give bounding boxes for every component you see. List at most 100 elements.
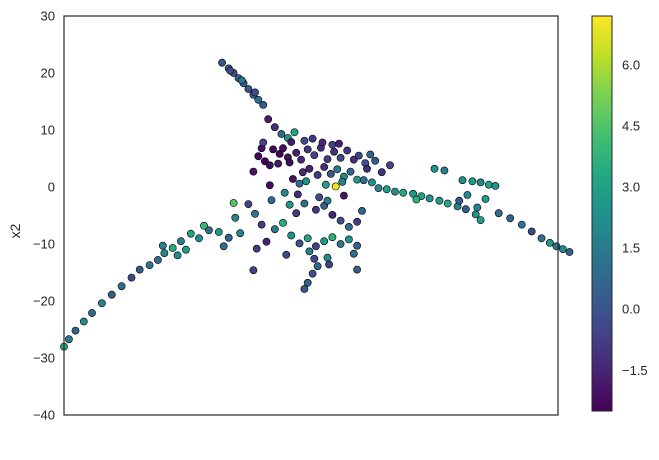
y-tick-label: −20: [33, 294, 55, 309]
scatter-point: [339, 191, 348, 200]
scatter-point: [280, 188, 289, 197]
scatter-point: [292, 148, 301, 157]
scatter-point: [476, 178, 485, 187]
scatter-point: [455, 196, 464, 205]
y-axis-ticks: 30 20 10 0 −10 −20 −30 −40: [33, 9, 55, 423]
scatter-point: [98, 299, 106, 308]
scatter-point: [305, 164, 314, 173]
scatter-point: [325, 260, 333, 269]
scatter-point: [229, 199, 238, 207]
scatter-point: [303, 234, 312, 243]
scatter-point: [107, 290, 116, 299]
scatter-point: [262, 237, 271, 246]
scatter-point: [391, 187, 399, 196]
scatter-point: [251, 209, 259, 218]
scatter-point: [545, 238, 554, 247]
scatter-point: [458, 176, 467, 185]
scatter-point: [153, 256, 162, 264]
scatter-point: [254, 95, 263, 104]
scatter-point: [326, 169, 335, 178]
scatter-point: [297, 155, 305, 164]
scatter-point: [275, 149, 284, 158]
scatter-point: [277, 130, 286, 138]
scatter-point: [476, 216, 485, 224]
scatter-point: [300, 199, 309, 208]
scatter-point: [353, 175, 361, 184]
scatter-point: [251, 88, 259, 97]
scatter-point: [145, 261, 154, 269]
scatter-point: [310, 254, 319, 263]
scatter-point: [344, 235, 353, 244]
scatter-point: [287, 138, 296, 146]
scatter-point: [231, 213, 240, 222]
scatter-point: [559, 245, 567, 253]
y-tick-label: 20: [41, 66, 55, 81]
scatter-point: [244, 200, 253, 208]
scatter-point: [237, 76, 246, 85]
scatter-point: [279, 144, 287, 153]
scatter-point: [117, 282, 126, 291]
scatter-point: [430, 164, 439, 173]
scatter-point: [267, 196, 276, 204]
scatter-point: [506, 214, 515, 223]
scatter-point: [252, 244, 261, 253]
scatter-point: [471, 210, 480, 219]
scatter-point: [494, 209, 503, 218]
scatter-point: [236, 229, 245, 238]
scatter-point: [204, 226, 213, 235]
scatter-point: [399, 188, 408, 197]
colorbar-tick-label: 3.0: [622, 180, 640, 195]
scatter-point: [353, 241, 361, 250]
scatter-point: [270, 123, 279, 132]
scatter-point: [386, 161, 394, 170]
scatter-point: [336, 240, 345, 248]
scatter-point: [320, 163, 329, 171]
scatter-point: [374, 184, 383, 192]
scatter-point: [158, 241, 167, 250]
scatter-point: [288, 175, 297, 183]
scatter-point: [290, 128, 299, 137]
scatter-point: [303, 145, 312, 154]
scatter-point: [274, 159, 282, 168]
scatter-point: [328, 210, 337, 219]
colorbar-tick-label: 6.0: [622, 57, 640, 72]
scatter-point: [330, 147, 338, 156]
scatter-point: [311, 242, 320, 251]
scatter-point: [315, 193, 324, 202]
scatter-point: [285, 158, 294, 167]
scatter-point: [176, 237, 185, 246]
scatter-point: [287, 231, 296, 240]
scatter-point: [359, 176, 368, 185]
scatter-point: [71, 326, 80, 335]
scatter-point: [443, 199, 452, 208]
scatter-point: [409, 189, 417, 198]
scatter-point: [269, 145, 277, 154]
scatter-point: [331, 182, 340, 191]
scatter-point: [320, 237, 329, 246]
scatter-point: [88, 309, 96, 317]
scatter-point: [367, 178, 376, 187]
scatter-point: [303, 278, 312, 287]
scatter-point: [65, 335, 73, 344]
scatter-point: [302, 177, 310, 186]
scatter-point: [328, 233, 337, 242]
scatter-point: [311, 205, 320, 214]
scatter-point: [295, 179, 304, 188]
scatter-point: [328, 140, 337, 149]
scatter-point: [346, 167, 355, 176]
y-tick-label: −40: [33, 408, 55, 423]
y-tick-label: 30: [41, 9, 55, 24]
scatter-point: [249, 167, 258, 176]
scatter-point: [323, 253, 332, 262]
scatter-point: [300, 136, 309, 145]
scatter-point: [292, 209, 301, 218]
scatter-point: [259, 101, 268, 109]
scatter-point: [257, 220, 266, 229]
scatter-point: [344, 222, 353, 231]
scatter-point: [358, 206, 366, 215]
scatter-point: [377, 168, 386, 177]
scatter-point: [313, 262, 322, 271]
scatter-point: [517, 220, 526, 229]
scatter-point: [135, 265, 144, 274]
